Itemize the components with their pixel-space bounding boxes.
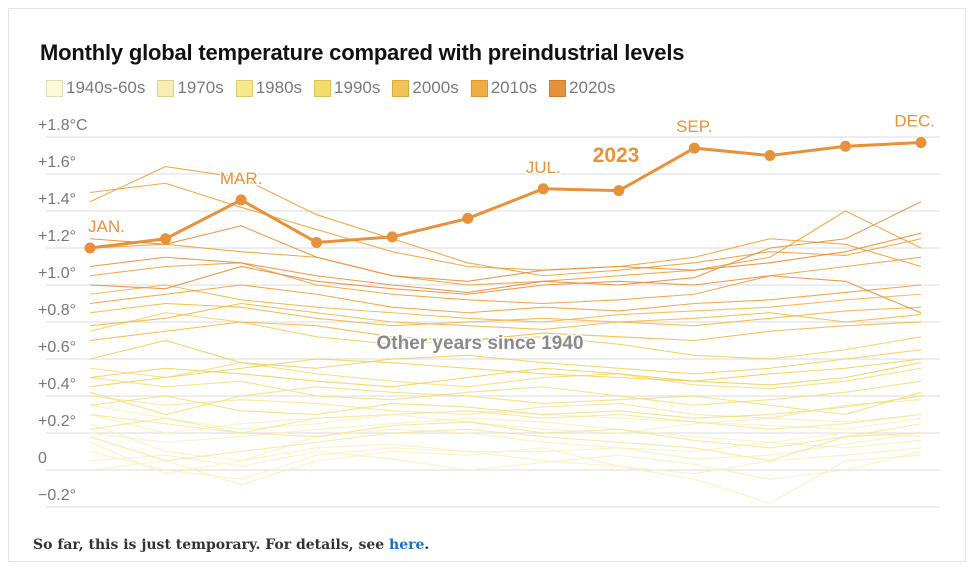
background-year-line bbox=[89, 362, 922, 388]
background-year-line bbox=[89, 182, 922, 271]
y-tick-label: +1.4° bbox=[38, 191, 76, 208]
point-2023 bbox=[386, 231, 398, 243]
annotation-other-years: Other years since 1940 bbox=[376, 333, 583, 354]
background-year-line bbox=[89, 386, 922, 416]
background-year-line bbox=[89, 423, 922, 462]
legend-item: 1990s bbox=[314, 78, 380, 98]
legend-label: 2010s bbox=[490, 78, 538, 97]
background-year-line bbox=[89, 166, 922, 277]
legend-label: 1990s bbox=[334, 78, 381, 97]
background-year-line bbox=[89, 447, 922, 504]
point-2023 bbox=[537, 183, 549, 195]
point-2023 bbox=[764, 150, 776, 161]
point-2023 bbox=[311, 236, 323, 248]
background-year-line bbox=[89, 450, 922, 480]
background-year-line bbox=[89, 358, 922, 388]
background-year-line bbox=[89, 302, 922, 330]
legend-swatch bbox=[314, 79, 332, 97]
month-label: DEC. bbox=[894, 112, 935, 131]
point-2023 bbox=[235, 194, 247, 206]
y-tick-label: −0.2° bbox=[38, 487, 76, 504]
background-year-line bbox=[89, 410, 922, 434]
y-tick-label: +1.0° bbox=[38, 265, 76, 282]
background-year-line bbox=[89, 413, 922, 434]
y-tick-label: 0 bbox=[38, 450, 47, 467]
chart-card bbox=[8, 8, 966, 562]
legend-item: 1970s bbox=[157, 78, 224, 98]
background-year-line bbox=[89, 256, 922, 305]
legend-label: 2000s bbox=[412, 78, 459, 97]
background-year-line bbox=[89, 210, 922, 286]
point-2023 bbox=[160, 233, 172, 245]
y-tick-label: +0.8° bbox=[38, 302, 76, 319]
background-year-line bbox=[89, 428, 922, 462]
legend-swatch bbox=[549, 79, 567, 97]
point-2023 bbox=[915, 137, 927, 149]
y-tick-label: +0.2° bbox=[38, 413, 76, 430]
month-label: SEP. bbox=[676, 117, 713, 136]
legend-swatch bbox=[157, 79, 175, 97]
background-year-line bbox=[89, 201, 922, 293]
background-year-line bbox=[89, 395, 922, 419]
legend-item: 2020s bbox=[549, 78, 615, 98]
month-label: JAN. bbox=[88, 217, 125, 236]
legend-swatch bbox=[392, 79, 410, 97]
footer-text: So far, this is just temporary. For deta… bbox=[33, 537, 390, 553]
background-year-line bbox=[89, 312, 922, 360]
background-year-line bbox=[89, 417, 922, 449]
background-year-line bbox=[89, 404, 922, 430]
y-tick-label: +1.8°C bbox=[38, 117, 88, 134]
point-2023 bbox=[84, 242, 96, 254]
point-2023 bbox=[462, 212, 474, 224]
legend-item: 1940s-60s bbox=[46, 78, 145, 98]
details-link[interactable]: here bbox=[389, 537, 425, 553]
y-tick-label: +0.6° bbox=[38, 339, 76, 356]
y-tick-label: +0.4° bbox=[38, 376, 76, 393]
background-year-line bbox=[89, 321, 922, 342]
footer-note: So far, this is just temporary. For deta… bbox=[33, 537, 429, 553]
chart-title: Monthly global temperature compared with… bbox=[40, 40, 685, 65]
background-year-line bbox=[89, 284, 922, 323]
legend-swatch bbox=[46, 79, 63, 97]
legend-label: 2020s bbox=[569, 78, 616, 97]
legend-swatch bbox=[470, 79, 488, 97]
point-2023 bbox=[688, 142, 700, 154]
background-year-line bbox=[89, 447, 922, 480]
line-2023 bbox=[89, 141, 922, 250]
background-year-line bbox=[89, 417, 922, 449]
point-2023 bbox=[839, 140, 851, 152]
legend-label: 1980s bbox=[255, 78, 303, 97]
background-year-line bbox=[89, 284, 922, 314]
legend-label: 1970s bbox=[177, 78, 224, 97]
background-year-line bbox=[89, 376, 922, 406]
point-2023 bbox=[613, 185, 625, 197]
legend-swatch bbox=[235, 79, 253, 97]
y-tick-label: +1.6° bbox=[38, 154, 76, 171]
month-label: JUL. bbox=[526, 158, 561, 177]
background-year-line bbox=[89, 265, 922, 314]
series-label-2023: 2023 bbox=[593, 144, 640, 167]
legend: 1940s-60s 1970s 1980s 1990s 2000s 2010s 2020s bbox=[46, 78, 615, 98]
legend-label: 1940s-60s bbox=[66, 78, 146, 97]
y-tick-label: +1.2° bbox=[38, 228, 76, 245]
footer-end: . bbox=[424, 537, 430, 553]
legend-item: 1980s bbox=[235, 78, 303, 98]
background-year-line bbox=[89, 339, 922, 375]
month-label: MAR. bbox=[220, 169, 263, 188]
background-year-line bbox=[89, 225, 922, 282]
legend-item: 2000s bbox=[392, 78, 459, 98]
background-year-line bbox=[89, 362, 922, 390]
legend-item: 2010s bbox=[470, 78, 538, 98]
